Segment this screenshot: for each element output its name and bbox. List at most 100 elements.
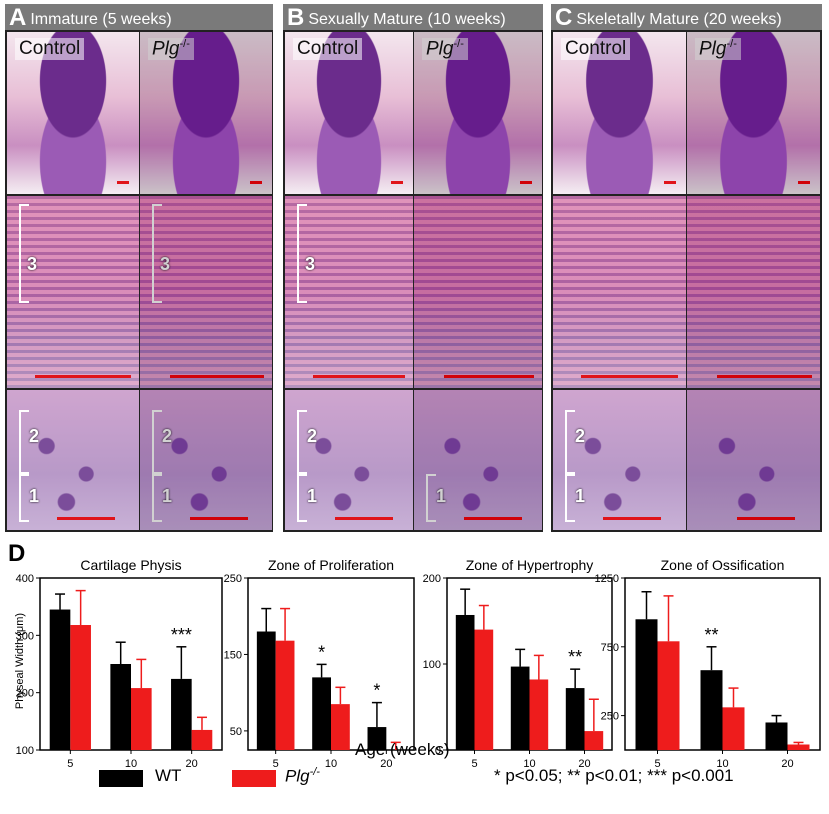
significance-note: * p<0.05; ** p<0.01; *** p<0.001 [494,766,734,785]
bar-wt [171,678,192,750]
zone-label: 2 [162,426,173,446]
control-histology-image-row-2: 3 [7,196,139,388]
bar-wt [700,670,723,750]
chart-title: Cartilage Physis [80,557,181,573]
x-axis-label: Age (weeks) [355,740,450,759]
scale-bar [444,375,534,378]
chart-title: Zone of Ossification [661,557,785,573]
scale-bar [664,181,676,184]
panel-title: A Immature (5 weeks) [5,4,273,31]
x-tick-label: 10 [523,758,535,770]
zone-bracket [19,410,29,474]
panel-title-text: Sexually Mature (10 weeks) [308,11,506,28]
panel-letter: C [555,4,573,31]
bar-wt [110,664,131,750]
significance-marker: ** [704,625,718,645]
zone-bracket [152,474,162,522]
y-tick-label: 300 [16,630,34,642]
zone-bracket [19,204,29,303]
x-tick-label: 20 [380,758,392,770]
zone-label: 1 [307,486,318,506]
bar-plg [131,688,152,750]
scale-bar [250,181,262,184]
x-tick-label: 5 [471,758,477,770]
zone-label: 1 [436,486,447,506]
significance-marker: ** [568,647,582,667]
zone-bracket [297,474,307,522]
y-tick-label: 1250 [595,573,619,585]
bar-wt [510,666,530,750]
plg-histology-image-row-1: Plg-/- [687,32,820,194]
bar-wt [635,619,658,750]
control-histology-image-row-1: Control [553,32,686,194]
bar-plg [70,625,91,750]
bar-plg [275,640,295,750]
zone-bracket [565,410,575,474]
y-tick-label: 750 [601,642,619,654]
y-tick-label: 150 [224,649,242,661]
plg-superscript: -/- [179,38,190,50]
bar-plg [722,707,745,750]
plg-histology-image-row-3: 1 [414,390,542,530]
histology-panel-b: B Sexually Mature (10 weeks) Control Plg-/-… [283,4,543,532]
panel-letter: B [287,4,305,31]
bar-wt [312,677,331,750]
x-tick-label: 5 [67,758,73,770]
scale-bar [798,181,810,184]
zone-bracket [565,474,575,522]
plg-histology-image-row-1: Plg-/- [414,32,542,194]
scale-bar [603,517,661,520]
plg-histology-image-row-2 [414,196,542,388]
zone-bracket [297,410,307,474]
y-tick-label: 200 [423,573,441,585]
x-tick-label: 10 [716,758,728,770]
chart-title: Zone of Proliferation [268,557,394,573]
bar-plg [529,679,549,750]
panel-d-letter: D [8,540,26,567]
control-histology-image-row-1: Control [285,32,413,194]
scale-bar [717,375,812,378]
panel-letter: A [9,4,27,31]
bar-wt [256,631,276,750]
zone-label: 3 [305,254,316,274]
scale-bar [190,517,248,520]
zone-label: 3 [27,254,38,274]
zone-bracket [426,474,436,522]
scale-bar [737,517,795,520]
control-histology-image-row-1: Control [7,32,139,194]
control-label: Control [561,38,631,60]
zone-label: 3 [160,254,171,274]
scale-bar [117,181,129,184]
panel-title: B Sexually Mature (10 weeks) [283,4,543,31]
plg-label-text: Plg [426,38,454,60]
x-tick-label: 10 [125,758,137,770]
plg-label-text: Plg [152,38,180,60]
y-tick-label: 250 [224,573,242,585]
scale-bar [57,517,115,520]
bar-plg [331,704,350,750]
bar-wt [367,727,387,750]
scale-bar [170,375,264,378]
y-tick-label: 50 [230,726,242,738]
legend-wt-label: WT [155,766,182,785]
zone-label: 2 [307,426,318,446]
plg-superscript: -/- [453,38,464,50]
plg-label: Plg-/- [422,38,468,61]
zone-bracket [19,474,29,522]
bar-plg [787,744,810,750]
panel-title-text: Skeletally Mature (20 weeks) [576,11,782,28]
scale-bar [35,375,131,378]
control-label: Control [15,38,85,60]
plg-label: Plg-/- [148,38,194,61]
legend-plg-swatch [232,770,276,787]
scale-bar [464,517,522,520]
scale-bar [313,375,405,378]
zone-label: 2 [29,426,40,446]
bar-wt [565,688,585,750]
y-tick-label: 0 [435,745,441,757]
plg-label-text: Plg [699,38,727,60]
y-tick-label: 100 [16,745,34,757]
